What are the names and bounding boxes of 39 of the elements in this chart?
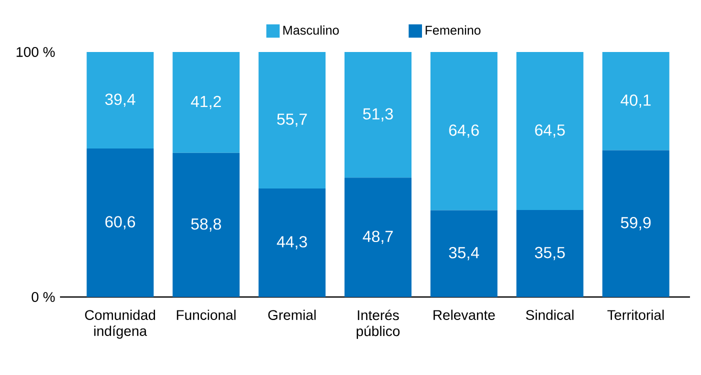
data-label: 40,1 xyxy=(620,94,651,108)
legend-label: Masculino xyxy=(283,25,339,35)
bar xyxy=(430,52,498,210)
bar xyxy=(86,52,154,149)
bar xyxy=(516,210,584,297)
bar xyxy=(602,150,670,297)
data-label: 51,3 xyxy=(363,108,393,122)
bar xyxy=(516,52,584,210)
x-tick-label: Funcional xyxy=(176,310,236,320)
data-label: 64,6 xyxy=(449,124,479,138)
data-label: 55,7 xyxy=(277,114,307,127)
data-label: 48,7 xyxy=(362,230,393,244)
data-label: 58,8 xyxy=(191,218,221,232)
y-tick-label: 100 % xyxy=(16,47,55,57)
bar xyxy=(344,52,412,178)
data-label: 39,4 xyxy=(105,94,136,107)
x-tick-label: Interés público xyxy=(356,310,400,339)
x-tick-label: Territorial xyxy=(607,310,664,320)
data-label: 44,3 xyxy=(276,236,307,250)
data-label: 60,6 xyxy=(105,216,136,230)
data-label: 35,4 xyxy=(448,247,480,260)
data-label: 59,9 xyxy=(620,217,651,230)
y-tick-label: 0 % xyxy=(32,292,55,302)
bar xyxy=(86,148,154,297)
x-tick-label: Relevante xyxy=(434,310,495,320)
bar xyxy=(258,188,326,297)
bar xyxy=(172,52,240,153)
data-label: 41,2 xyxy=(190,96,221,110)
x-tick-label: Gremial xyxy=(268,310,316,320)
x-tick-label: Comunidad indígena xyxy=(85,310,156,339)
bar xyxy=(430,210,498,297)
bar xyxy=(258,52,326,188)
x-tick-label: Sindical xyxy=(526,310,574,320)
bar xyxy=(344,178,412,297)
bar xyxy=(602,52,670,150)
bar xyxy=(172,152,240,297)
data-label: 64,5 xyxy=(535,124,565,138)
legend-label: Femenino xyxy=(426,25,480,35)
data-label: 35,5 xyxy=(534,246,565,260)
